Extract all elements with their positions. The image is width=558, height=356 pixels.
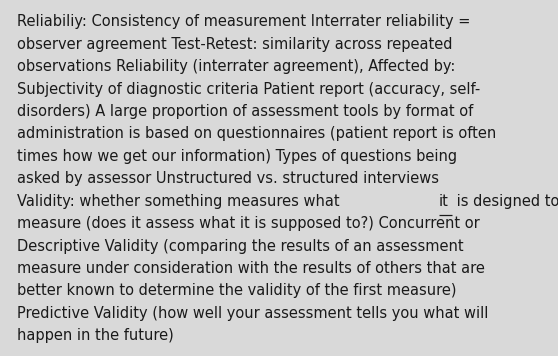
Text: better known to determine the validity of the first measure): better known to determine the validity o…	[17, 283, 456, 298]
Text: administration is based on questionnaires (patient report is often: administration is based on questionnaire…	[17, 126, 496, 141]
Text: Reliabiliy: Consistency of measurement Interrater reliability =: Reliabiliy: Consistency of measurement I…	[17, 14, 470, 29]
Text: measure (does it assess what it is supposed to?) Concurrent or: measure (does it assess what it is suppo…	[17, 216, 479, 231]
Text: measure under consideration with the results of others that are: measure under consideration with the res…	[17, 261, 484, 276]
Text: observations Reliability (interrater agreement), Affected by:: observations Reliability (interrater agr…	[17, 59, 455, 74]
Text: Predictive Validity (how well your assessment tells you what will: Predictive Validity (how well your asses…	[17, 306, 488, 321]
Text: Subjectivity of diagnostic criteria Patient report (accuracy, self-: Subjectivity of diagnostic criteria Pati…	[17, 82, 480, 96]
Text: it: it	[439, 194, 449, 209]
Text: happen in the future): happen in the future)	[17, 328, 174, 343]
Text: times how we get our information) Types of questions being: times how we get our information) Types …	[17, 149, 457, 164]
Text: disorders) A large proportion of assessment tools by format of: disorders) A large proportion of assessm…	[17, 104, 473, 119]
Text: observer agreement Test-Retest: similarity across repeated: observer agreement Test-Retest: similari…	[17, 37, 452, 52]
Text: Descriptive Validity (comparing the results of an assessment: Descriptive Validity (comparing the resu…	[17, 239, 463, 253]
Text: asked by assessor Unstructured vs. structured interviews: asked by assessor Unstructured vs. struc…	[17, 171, 439, 186]
Text: is designed to: is designed to	[452, 194, 558, 209]
Text: Validity: whether something measures what: Validity: whether something measures wha…	[17, 194, 344, 209]
